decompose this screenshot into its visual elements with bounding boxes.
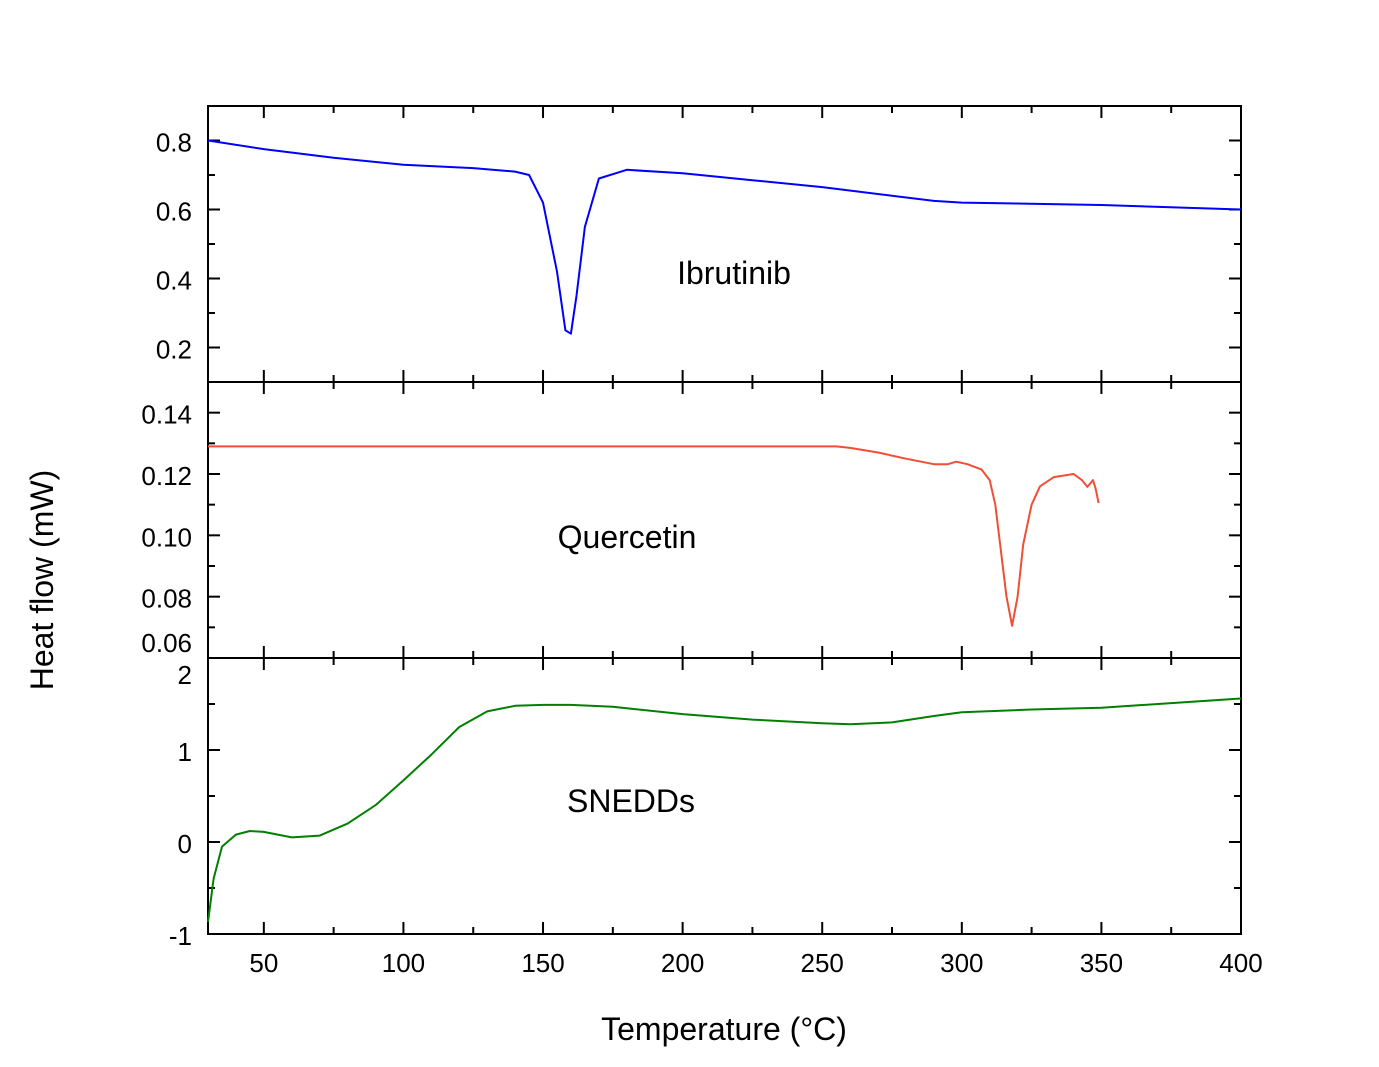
x-axis: 50 100 150 200 250 300 350 400 [249,948,1262,978]
x-tick-label: 200 [661,948,704,978]
y-tick-label: 0 [178,829,192,859]
y-tick-label: 0.12 [141,461,192,491]
panels: 0.2 0.4 0.6 0.8 Ibrutinib 0.06 0.08 0.10 0.12 0.1… [141,105,1242,951]
series-label: SNEDDs [567,783,695,819]
y-tick-label: 0.6 [156,197,192,227]
panel-quercetin: 0.06 0.08 0.10 0.12 0.14 Quercetin [141,381,1242,659]
series-line-snedds [207,697,1242,923]
x-tick-label: 400 [1219,948,1262,978]
series-label: Quercetin [558,519,697,555]
y-tick-label: 1 [178,737,192,767]
x-tick-label: 350 [1080,948,1123,978]
panel-frame [207,657,1242,935]
x-tick-label: 100 [382,948,425,978]
y-tick-label: 0.10 [141,522,192,552]
y-tick-label: 2 [178,660,192,690]
y-tick-label: 0.06 [141,628,192,658]
x-tick-label: 300 [940,948,983,978]
panel-ibrutinib: 0.2 0.4 0.6 0.8 Ibrutinib [156,105,1242,383]
y-axis-label: Heat flow (mW) [24,470,60,690]
panel-frame [207,381,1242,659]
y-tick-label: 0.8 [156,128,192,158]
series-label: Ibrutinib [677,255,791,291]
y-tick-label: 0.08 [141,584,192,614]
y-tick-label: 0.2 [156,335,192,365]
y-tick-label: 0.14 [141,400,192,430]
x-tick-label: 150 [521,948,564,978]
y-tick-label: 0.4 [156,266,192,296]
panel-frame [207,105,1242,383]
x-tick-label: 50 [249,948,278,978]
y-tick-label: -1 [169,921,192,951]
panel-snedds: -1 0 1 2 SNEDDs [169,657,1242,951]
series-line-quercetin [208,445,1100,627]
series-line-ibrutinib [207,139,1242,335]
x-axis-label: Temperature (°C) [601,1011,847,1047]
x-tick-label: 250 [801,948,844,978]
